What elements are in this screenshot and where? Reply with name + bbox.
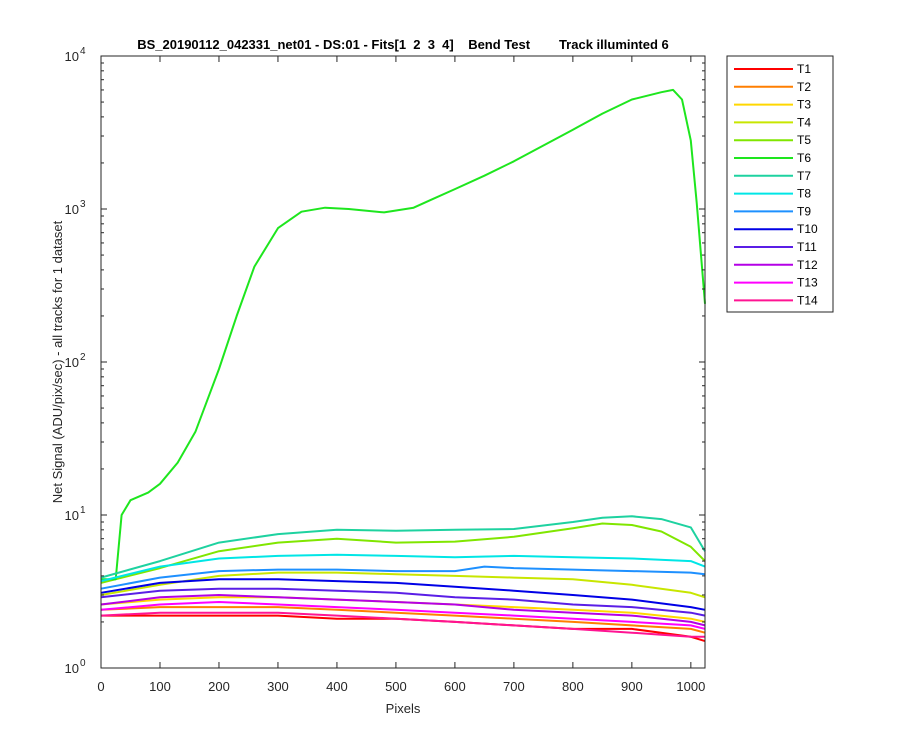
- series-line-t12: [100, 594, 706, 627]
- y-tick-label-base: 10: [65, 508, 79, 523]
- x-tick-label: 200: [208, 679, 230, 694]
- x-tick-label: 100: [149, 679, 171, 694]
- legend-label-t13: T13: [797, 276, 818, 290]
- x-tick-label: 900: [621, 679, 643, 694]
- chart-title: BS_20190112_042331_net01 - DS:01 - Fits[…: [137, 37, 669, 52]
- y-tick-label-base: 10: [65, 661, 79, 676]
- y-tick-label-exponent: 4: [80, 46, 86, 57]
- legend-label-t4: T4: [797, 115, 811, 129]
- legend-label-t9: T9: [797, 204, 811, 218]
- legend-label-t11: T11: [797, 240, 817, 254]
- y-axis-label: Net Signal (ADU/pix/sec) - all tracks fo…: [50, 220, 65, 503]
- legend-label-t3: T3: [797, 98, 811, 112]
- legend-label-t10: T10: [797, 222, 818, 236]
- series-line-t5: [100, 522, 706, 584]
- y-tick-label-exponent: 2: [80, 352, 86, 363]
- y-tick-label-exponent: 0: [80, 658, 86, 669]
- legend-box: [726, 55, 834, 313]
- x-tick-label: 300: [267, 679, 289, 694]
- series-line-t13: [100, 601, 706, 630]
- legend-label-t2: T2: [797, 80, 811, 94]
- series-line-t2: [100, 606, 706, 634]
- series-line-t14: [100, 611, 705, 638]
- x-tick-label: 800: [562, 679, 584, 694]
- x-tick-label: 400: [326, 679, 348, 694]
- y-tick-label-base: 10: [65, 49, 79, 64]
- series-line-t11: [100, 587, 706, 617]
- series-line-t6: [101, 88, 706, 581]
- x-tick-label: 0: [97, 679, 104, 694]
- y-tick-label-base: 10: [65, 355, 79, 370]
- x-tick-label: 1000: [676, 679, 705, 694]
- legend-label-t5: T5: [797, 133, 811, 147]
- legend-label-t12: T12: [797, 258, 818, 272]
- series-line-t8: [100, 553, 706, 583]
- legend: T1 T2 T3 T4 T5 T6 T7 T8 T9 T10 T11 T12 T13 T14: [726, 55, 834, 313]
- x-tick-label: 600: [444, 679, 466, 694]
- series-line-t4: [100, 571, 706, 599]
- legend-label-t14: T14: [797, 293, 818, 307]
- y-tick-label-exponent: 1: [80, 505, 86, 516]
- legend-label-t7: T7: [797, 169, 811, 183]
- x-tick-label: 500: [385, 679, 407, 694]
- legend-label-t8: T8: [797, 187, 811, 201]
- series-line-t7: [100, 515, 706, 579]
- x-axis-label: Pixels: [386, 701, 421, 716]
- series-line-t9: [100, 565, 706, 590]
- series-line-t10: [100, 578, 706, 611]
- legend-label-t1: T1: [797, 62, 811, 76]
- x-tick-label: 700: [503, 679, 525, 694]
- plot-area: [101, 56, 705, 668]
- legend-label-t6: T6: [797, 151, 811, 165]
- y-tick-label-base: 10: [65, 202, 79, 217]
- y-tick-label-exponent: 3: [80, 199, 86, 210]
- series-layer: [100, 88, 706, 643]
